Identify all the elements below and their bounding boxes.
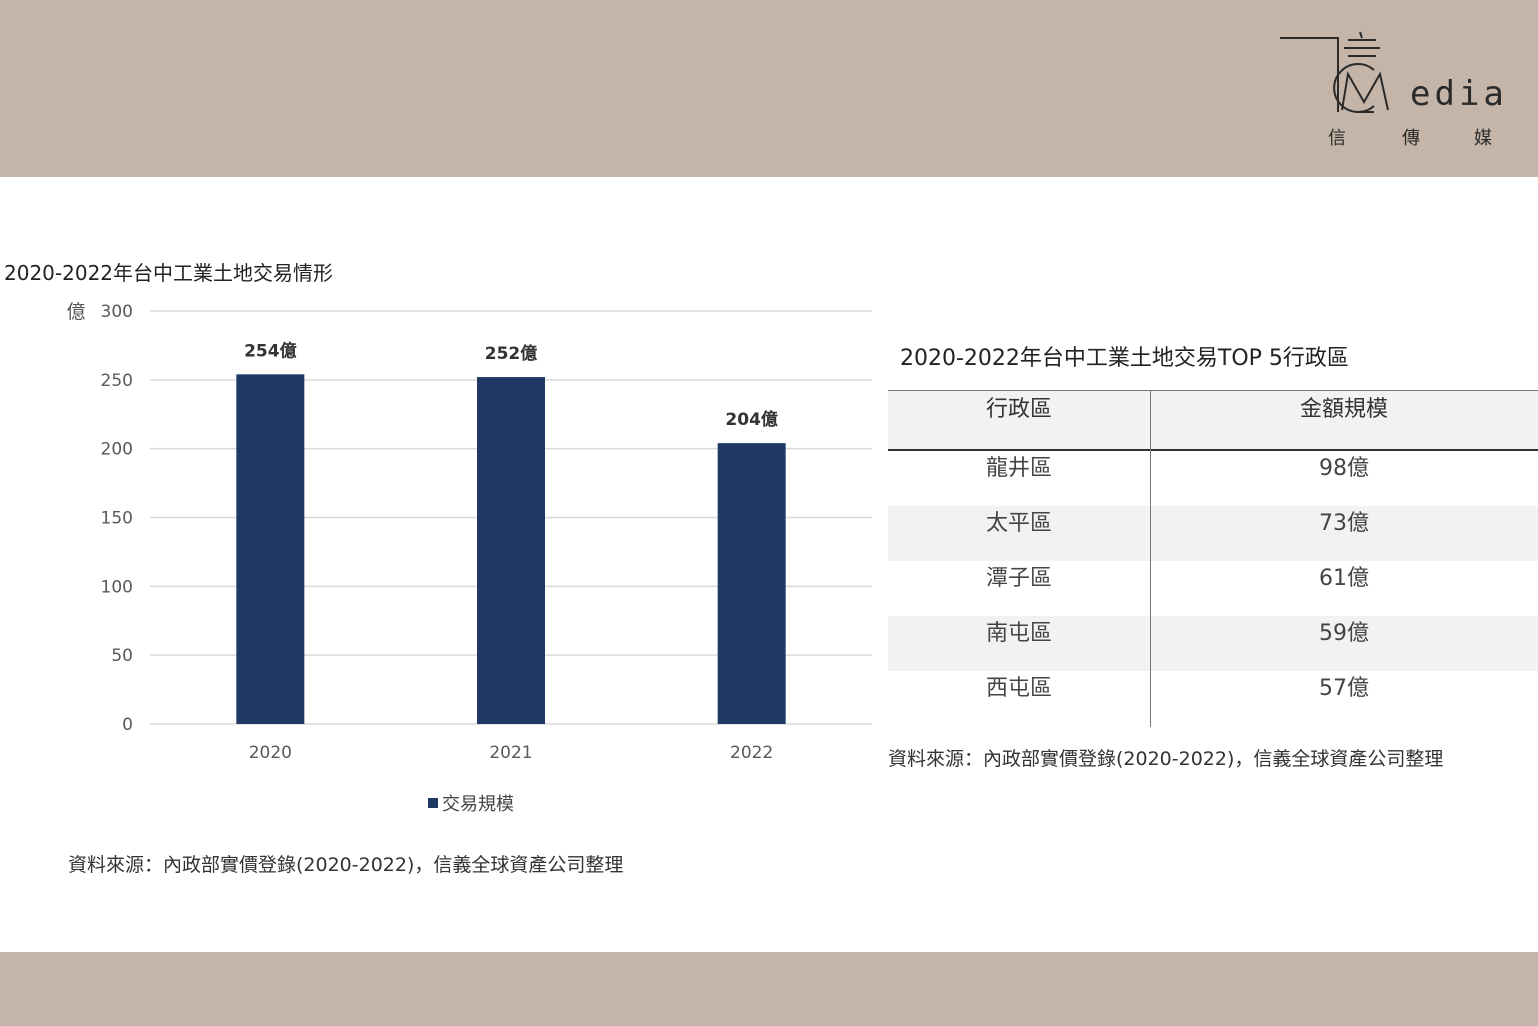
- bar: [477, 377, 545, 724]
- district-cell: 潭子區: [985, 566, 1052, 591]
- header-district: 行政區: [985, 397, 1052, 422]
- table-source-note: 資料來源：內政部實價登錄(2020-2022)，信義全球資產公司整理: [888, 748, 1444, 770]
- y-tick-label: 100: [101, 577, 133, 597]
- table-row: 潭子區 61億: [888, 561, 1538, 616]
- x-tick-label: 2022: [730, 743, 773, 763]
- table-title: 2020-2022年台中工業土地交易TOP 5行政區: [900, 346, 1349, 371]
- logo-mark-icon: [1280, 31, 1389, 113]
- logo-char-1: 信: [1328, 128, 1346, 149]
- amount-cell: 61億: [1319, 566, 1369, 591]
- table-header-row: 行政區 金額規模: [888, 390, 1538, 451]
- table-row: 西屯區 57億: [888, 671, 1538, 726]
- header-band: [0, 0, 1538, 177]
- table-column-divider: [1150, 391, 1151, 727]
- y-tick-label: 150: [101, 509, 133, 529]
- top5-table: 行政區 金額規模 龍井區 98億 太平區 73億 潭子區 61億 南屯區 59億…: [888, 390, 1538, 726]
- bar-chart: 0 50 100 150 200 250 300 億 254億 2020 252億 2021 204億 2…: [66, 301, 872, 763]
- y-tick-label: 250: [101, 371, 133, 391]
- district-cell: 南屯區: [985, 621, 1052, 646]
- table-row: 南屯區 59億: [888, 616, 1538, 671]
- y-unit-label: 億: [66, 301, 85, 323]
- legend-swatch: [428, 798, 438, 808]
- logo-wordmark: edia: [1410, 74, 1508, 114]
- chart-legend: 交易規模: [428, 790, 514, 816]
- logo-char-2: 傳: [1402, 128, 1420, 149]
- x-tick-label: 2020: [249, 743, 292, 763]
- chart-title: 2020-2022年台中工業土地交易情形: [4, 261, 334, 285]
- x-tick-label: 2021: [489, 743, 532, 763]
- amount-cell: 73億: [1319, 511, 1369, 536]
- district-cell: 西屯區: [985, 676, 1052, 701]
- chart-source-note: 資料來源：內政部實價登錄(2020-2022)，信義全球資產公司整理: [68, 854, 624, 876]
- district-cell: 太平區: [985, 511, 1052, 536]
- bar-data-label: 252億: [485, 343, 538, 364]
- table-row: 龍井區 98億: [888, 451, 1538, 506]
- footer-band: [0, 952, 1538, 1026]
- bar-data-label: 204億: [725, 409, 778, 430]
- header-amount: 金額規模: [1299, 397, 1388, 422]
- logo-char-3: 媒: [1474, 128, 1492, 149]
- district-cell: 龍井區: [985, 456, 1052, 481]
- y-tick-label: 0: [122, 715, 133, 735]
- y-tick-label: 200: [101, 440, 133, 460]
- bar: [236, 374, 305, 724]
- media-logo: edia 信 傳 媒: [1276, 28, 1506, 154]
- legend-label: 交易規模: [442, 794, 514, 815]
- amount-cell: 59億: [1319, 621, 1369, 646]
- amount-cell: 98億: [1319, 456, 1369, 481]
- amount-cell: 57億: [1319, 676, 1369, 701]
- bar: [717, 443, 786, 724]
- bar-data-label: 254億: [244, 340, 297, 361]
- y-tick-label: 50: [111, 646, 133, 666]
- y-tick-label: 300: [101, 302, 133, 322]
- table-row: 太平區 73億: [888, 506, 1538, 561]
